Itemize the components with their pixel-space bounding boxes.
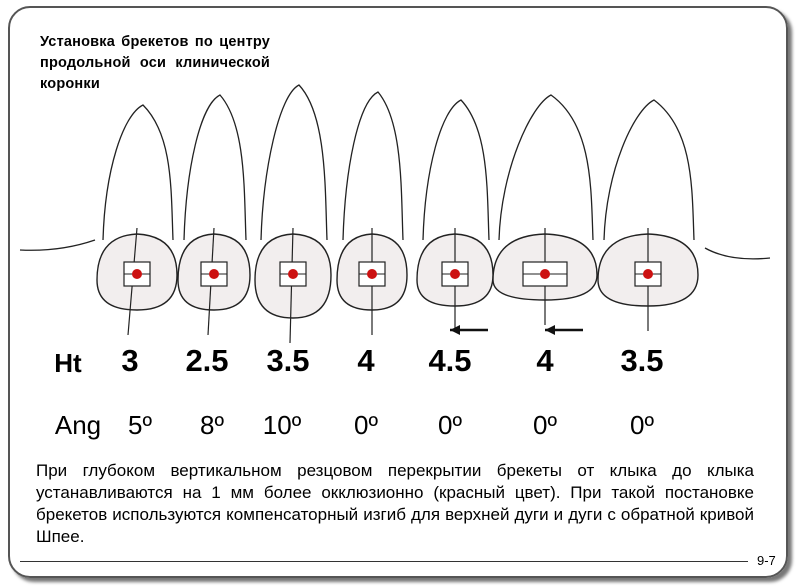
ht-value: 2.5 [185,343,229,378]
footer-divider [20,561,748,562]
slide-frame [8,6,788,578]
tooth-root [183,94,247,241]
ht-label: Ht [54,348,82,378]
ht-value: 4 [357,343,375,378]
ang-label: Ang [54,410,102,440]
page-number: 9-7 [757,553,776,568]
ang-value: 0º [533,410,557,440]
ht-value: 4 [536,343,554,378]
ang-value: 10º [262,410,302,440]
arrow-left-icon [545,325,555,335]
ang-value: 0º [354,410,378,440]
gum-line [19,239,771,260]
bracket-position-dot [367,269,377,279]
bracket-position-dot [288,269,298,279]
tooth-root [342,91,404,241]
ht-value: 3.5 [620,343,664,378]
tooth-root [102,104,174,241]
bracket-position-dot [132,269,142,279]
ht-value: 3 [121,343,139,378]
bracket-position-dot [643,269,653,279]
description-paragraph: При глубоком вертикальном резцовом перек… [36,461,754,546]
ht-value: 3.5 [266,343,310,378]
teeth-diagram [19,84,771,344]
tooth-root [260,84,328,241]
bracket-position-dot [209,269,219,279]
ht-value: 4.5 [428,343,472,378]
slide-title: Установка брекетов по центру продольной … [40,34,270,92]
bracket-position-dot [450,269,460,279]
ang-value: 8º [200,410,224,440]
ang-value: 5º [128,410,152,440]
ang-value: 0º [438,410,462,440]
arrow-left-icon [450,325,460,335]
ang-value: 0º [630,410,654,440]
tooth-root [603,99,695,241]
tooth-root [498,94,594,241]
tooth-root [422,99,490,241]
bracket-position-dot [540,269,550,279]
